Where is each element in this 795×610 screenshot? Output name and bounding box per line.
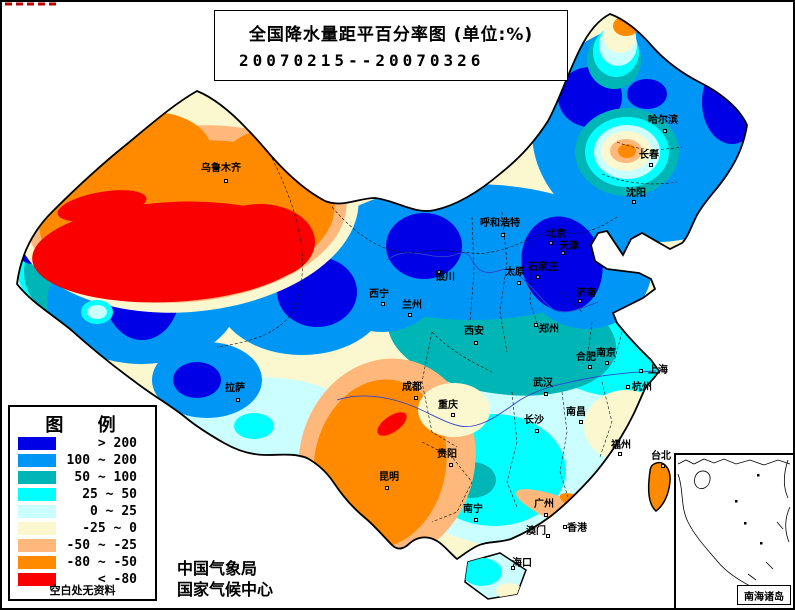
legend-swatch [18, 522, 56, 535]
legend-swatch [18, 437, 56, 450]
legend-swatch [18, 488, 56, 501]
corner-artifact [5, 2, 60, 6]
legend-row: 0 ~ 25 [10, 504, 155, 521]
legend-swatch [18, 471, 56, 484]
legend-swatch [18, 573, 56, 586]
title-box: 全国降水量距平百分率图 (单位:%) 20070215--20070326 [214, 10, 568, 81]
legend-label: -25 ~ 0 [82, 521, 137, 536]
legend-row: 50 ~ 100 [10, 470, 155, 487]
center-name: 国家气候中心 [177, 580, 274, 599]
map-title: 全国降水量距平百分率图 (单位:%) [248, 25, 534, 45]
agency-name: 中国气象局 [177, 559, 258, 578]
legend-row: -25 ~ 0 [10, 521, 155, 538]
map-date-range: 20070215--20070326 [239, 51, 485, 70]
legend-swatch [18, 556, 56, 569]
legend-swatch [18, 539, 56, 552]
legend-row: 100 ~ 200 [10, 453, 155, 470]
legend-label: 100 ~ 200 [66, 453, 137, 468]
legend-label: 0 ~ 25 [90, 504, 137, 519]
legend-swatch [18, 454, 56, 467]
china-border [16, 13, 748, 561]
legend-no-data-note: 空白处无资料 [49, 584, 116, 597]
legend-row: -80 ~ -50 [10, 555, 155, 572]
legend-label: -80 ~ -50 [66, 555, 137, 570]
legend-row: > 200 [10, 436, 155, 453]
legend-title: 图 例 [45, 415, 130, 436]
legend-box: 图 例 > 200 100 ~ 200 50 ~ 100 25 ~ 50 0 ~ 25 -… [8, 405, 157, 601]
south-china-sea-inset [674, 453, 793, 608]
legend-row: < -80 [10, 572, 155, 589]
taiwan-island [647, 461, 671, 512]
legend-row: 25 ~ 50 [10, 487, 155, 504]
legend-label: -50 ~ -25 [66, 538, 137, 553]
legend-swatch [18, 505, 56, 518]
legend-label: 25 ~ 50 [82, 487, 137, 502]
footer: 中国气象局 国家气候中心 [177, 558, 273, 600]
legend-label: < -80 [97, 572, 137, 587]
hainan-island [464, 552, 527, 600]
rivers [336, 252, 657, 428]
legend-row: -50 ~ -25 [10, 538, 155, 555]
inset-label: 南海诸岛 [744, 591, 784, 603]
legend-items: > 200 100 ~ 200 50 ~ 100 25 ~ 50 0 ~ 25 -25 ~… [10, 436, 155, 589]
inset-label-box: 南海诸岛 [737, 585, 791, 605]
legend-label: > 200 [97, 436, 137, 451]
province-boundaries [216, 141, 683, 523]
legend-label: 50 ~ 100 [74, 470, 137, 485]
